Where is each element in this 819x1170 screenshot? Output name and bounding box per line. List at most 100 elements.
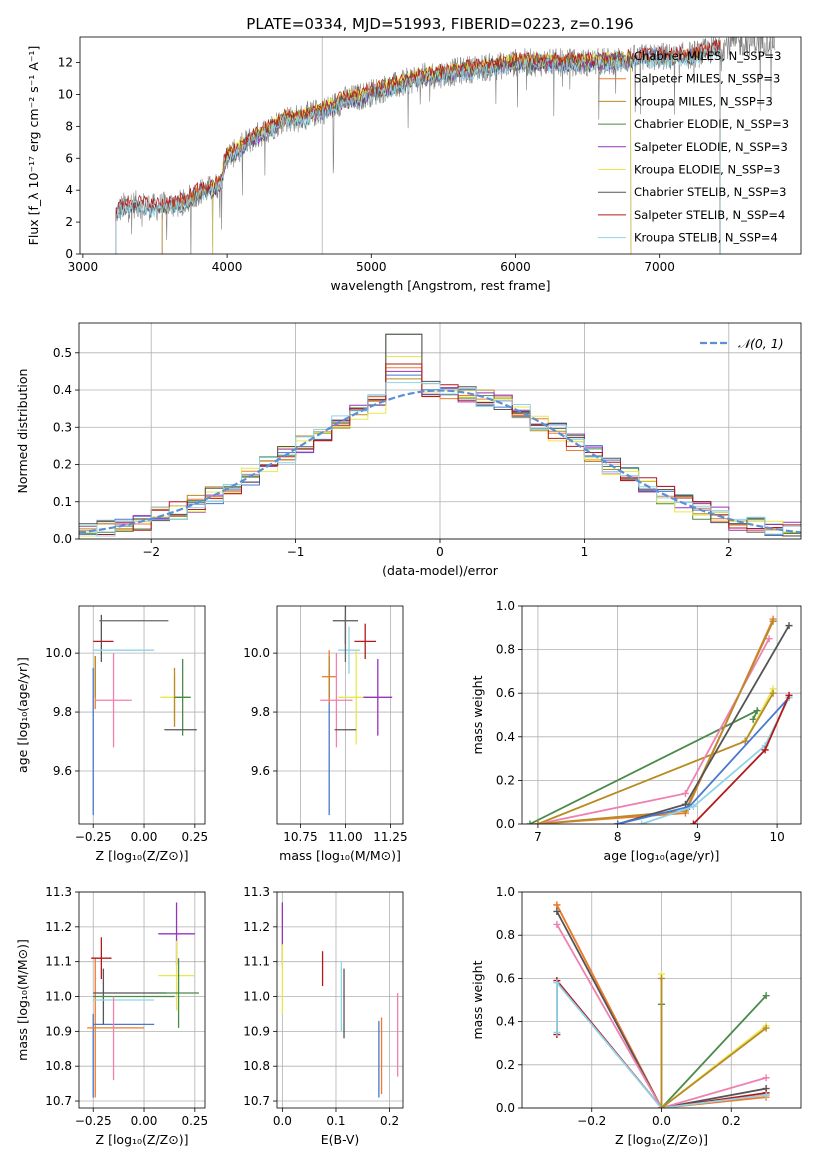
x-tick-label: 0.25 [181,830,208,844]
y-tick-label: 1.0 [496,599,515,613]
y-tick-label: 0.4 [53,383,72,397]
axes-frame [276,891,404,1109]
plot-area [320,606,393,816]
x-tick-label: −2 [142,545,160,559]
y-tick-label: 10.9 [45,1024,72,1038]
y-tick-label: 0.2 [496,1058,515,1072]
x-axis-label: Z [log₁₀(Z/Z⊙)] [615,1132,708,1147]
y-tick-label: 10 [58,87,73,101]
axes-frame [521,891,802,1109]
axes-frame [276,605,404,825]
x-tick-label: 10 [769,830,784,844]
x-tick-label: −0.25 [75,1114,112,1128]
x-axis-label: mass [log₁₀(M/M⊙)] [279,848,401,863]
panel-mass_vs_ebv: 0.0 0.1 0.2 10.7 10.8 10.9 11.0 11.1 11.2 11.3 E(B… [243,885,404,1147]
y-tick-label: 10.7 [45,1094,72,1108]
legend-label: Chabrier MILES, N_SSP=3 [634,49,781,63]
y-tick-label: 0.5 [53,346,72,360]
weight-marker [553,907,561,915]
y-tick-label: 11.0 [243,990,270,1004]
y-tick-label: 4 [65,183,73,197]
figure-title: PLATE=0334, MJD=51993, FIBERID=0223, z=0… [246,15,633,33]
y-tick-label: 10.7 [243,1094,270,1108]
y-axis-label: Flux [f_λ 10⁻¹⁷ erg cm⁻² s⁻¹ A⁻¹] [26,46,41,246]
y-tick-label: 12 [58,56,73,70]
y-tick-label: 0.4 [496,1015,515,1029]
weight-marker [553,979,561,987]
x-axis-label: (data-model)/error [382,563,499,578]
weight-marker [765,635,773,643]
legend-label: Salpeter STELIB, N_SSP=4 [634,208,785,222]
y-tick-label: 9.8 [53,705,72,719]
y-tick-label: 0.6 [496,971,515,985]
panel-residuals: −2 −1 0 1 2 0.0 0.1 0.2 0.3 0.4 0.5 (data-model)/er… [15,322,802,578]
weight-marker [785,691,793,699]
y-tick-label: 0.2 [53,458,72,472]
weight-marker [761,746,769,754]
y-tick-label: 9.8 [251,705,270,719]
panel-spectrum: 3000 4000 5000 6000 7000 0 2 4 6 8 10 12 wavelength … [26,36,802,293]
weight-line [556,923,767,1108]
panel-age_vs_mass: 10.75 11.00 11.25 9.6 9.8 10.0 mass [log₁₀(M/M… [243,605,408,863]
x-tick-label: 2 [725,545,733,559]
weight-marker [658,1104,665,1108]
weight-marker [689,820,697,824]
y-tick-label: 0.0 [53,532,72,546]
x-tick-label: 10.75 [283,830,317,844]
weight-line [556,904,767,1108]
model-spectrum-line [115,39,721,254]
legend-label: Kroupa MILES, N_SSP=3 [634,94,773,108]
y-tick-label: 9.6 [53,764,72,778]
weight-marker [553,901,561,909]
errorbar-point [320,653,353,748]
legend-label: Chabrier STELIB, N_SSP=3 [634,185,786,199]
weight-marker [534,820,542,824]
y-tick-label: 0.8 [496,928,515,942]
legend-label: Salpeter ELODIE, N_SSP=3 [634,140,788,154]
axes-frame [78,605,206,825]
weight-marker [769,617,777,625]
y-tick-label: 10.0 [45,646,72,660]
y-tick-label: 2 [65,215,73,229]
y-tick-label: 0.8 [496,643,515,657]
x-tick-label: 0.2 [380,1114,399,1128]
legend-label: Kroupa STELIB, N_SSP=4 [634,231,778,245]
plot-area [281,902,399,1098]
panel-weight_vs_age: 7 8 9 10 0.0 0.2 0.4 0.6 0.8 1.0 age [log₁₀(age/yr… [470,599,802,863]
x-tick-label: 1 [581,545,589,559]
x-tick-label: 0.0 [652,1114,671,1128]
x-tick-label: 8 [614,830,622,844]
normal-curve [79,389,801,534]
weight-marker [553,920,561,928]
plot-area [79,333,801,537]
weight-marker [638,820,646,824]
y-tick-label: 8 [65,119,73,133]
y-tick-label: 10.0 [243,646,270,660]
x-axis-label: Z [log₁₀(Z/Z⊙)] [96,848,189,863]
y-axis-label: mass [log₁₀(M/M⊙)] [15,939,30,1061]
weight-marker [681,789,689,797]
y-axis-label: Normed distribution [15,369,30,494]
y-tick-label: 10.8 [45,1059,72,1073]
y-tick-label: 0.6 [496,686,515,700]
x-tick-label: 0.00 [131,1114,158,1128]
x-tick-label: 3000 [68,260,99,274]
legend-label: Chabrier ELODIE, N_SSP=3 [634,117,789,131]
weight-marker [553,1028,561,1036]
axes-frame [521,605,802,825]
y-axis-label: mass weight [470,960,485,1039]
errorbar-point [174,659,191,736]
x-tick-label: 9 [694,830,702,844]
weight-line [537,620,774,824]
x-tick-label: 0.1 [326,1114,345,1128]
weight-line [537,688,774,824]
model-spectrum-line [115,44,721,254]
weight-line [537,638,770,824]
residual-histogram [79,382,801,537]
errorbar-point [158,940,195,1011]
weight-marker [762,1074,770,1082]
y-tick-label: 11.2 [243,920,270,934]
weight-marker [762,1091,770,1099]
y-tick-label: 0 [65,247,73,261]
